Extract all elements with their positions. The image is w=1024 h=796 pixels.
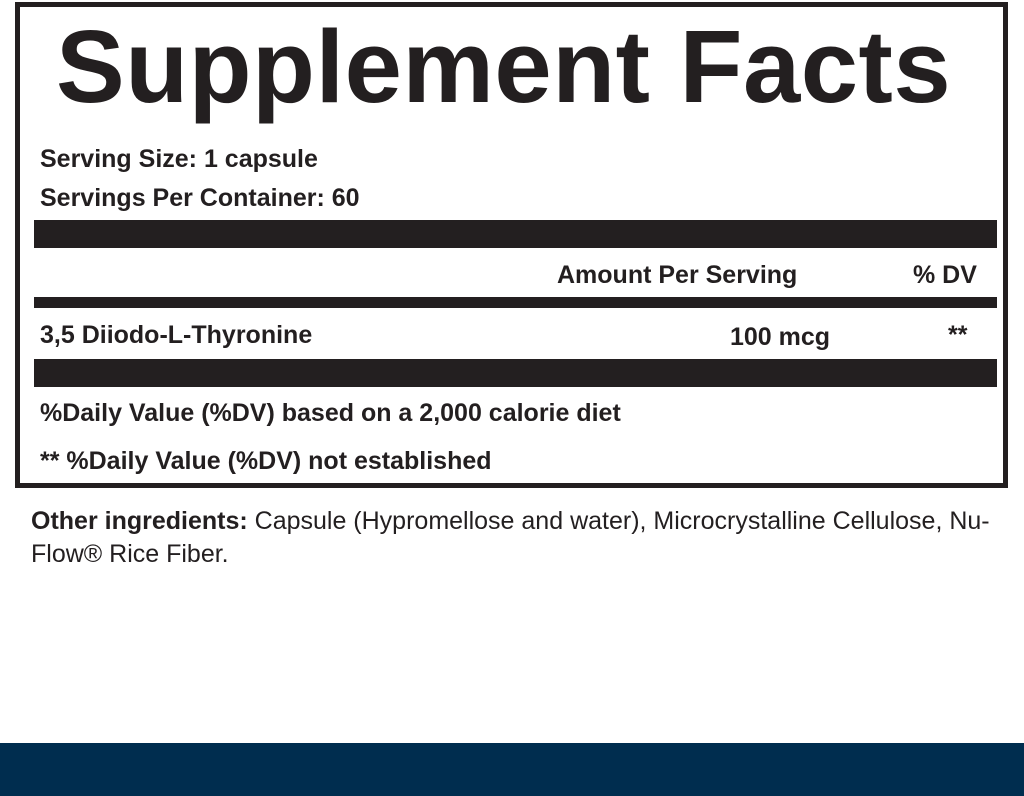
supplement-facts-panel: Supplement Facts Serving Size: 1 capsule… <box>15 2 1008 488</box>
divider-thick <box>34 359 997 387</box>
divider-medium <box>34 297 997 308</box>
dv-header: % DV <box>913 261 977 289</box>
footer-band <box>0 743 1024 796</box>
footnote-not-established: ** %Daily Value (%DV) not established <box>40 447 492 475</box>
divider-thick <box>34 220 997 248</box>
footnote-dv: %Daily Value (%DV) based on a 2,000 calo… <box>40 399 621 427</box>
serving-size: Serving Size: 1 capsule <box>40 145 318 173</box>
panel-title: Supplement Facts <box>56 9 952 124</box>
ingredient-name: 3,5 Diiodo-L-Thyronine <box>40 321 313 349</box>
servings-per-container: Servings Per Container: 60 <box>40 184 360 212</box>
other-ingredients: Other ingredients: Capsule (Hypromellose… <box>31 505 991 571</box>
ingredient-dv: ** <box>948 321 968 349</box>
other-ingredients-text: Capsule (Hypromellose and water), Microc… <box>31 507 990 568</box>
ingredient-amount: 100 mcg <box>730 323 831 351</box>
amount-header: Amount Per Serving <box>557 261 798 289</box>
other-ingredients-label: Other ingredients: <box>31 507 248 535</box>
